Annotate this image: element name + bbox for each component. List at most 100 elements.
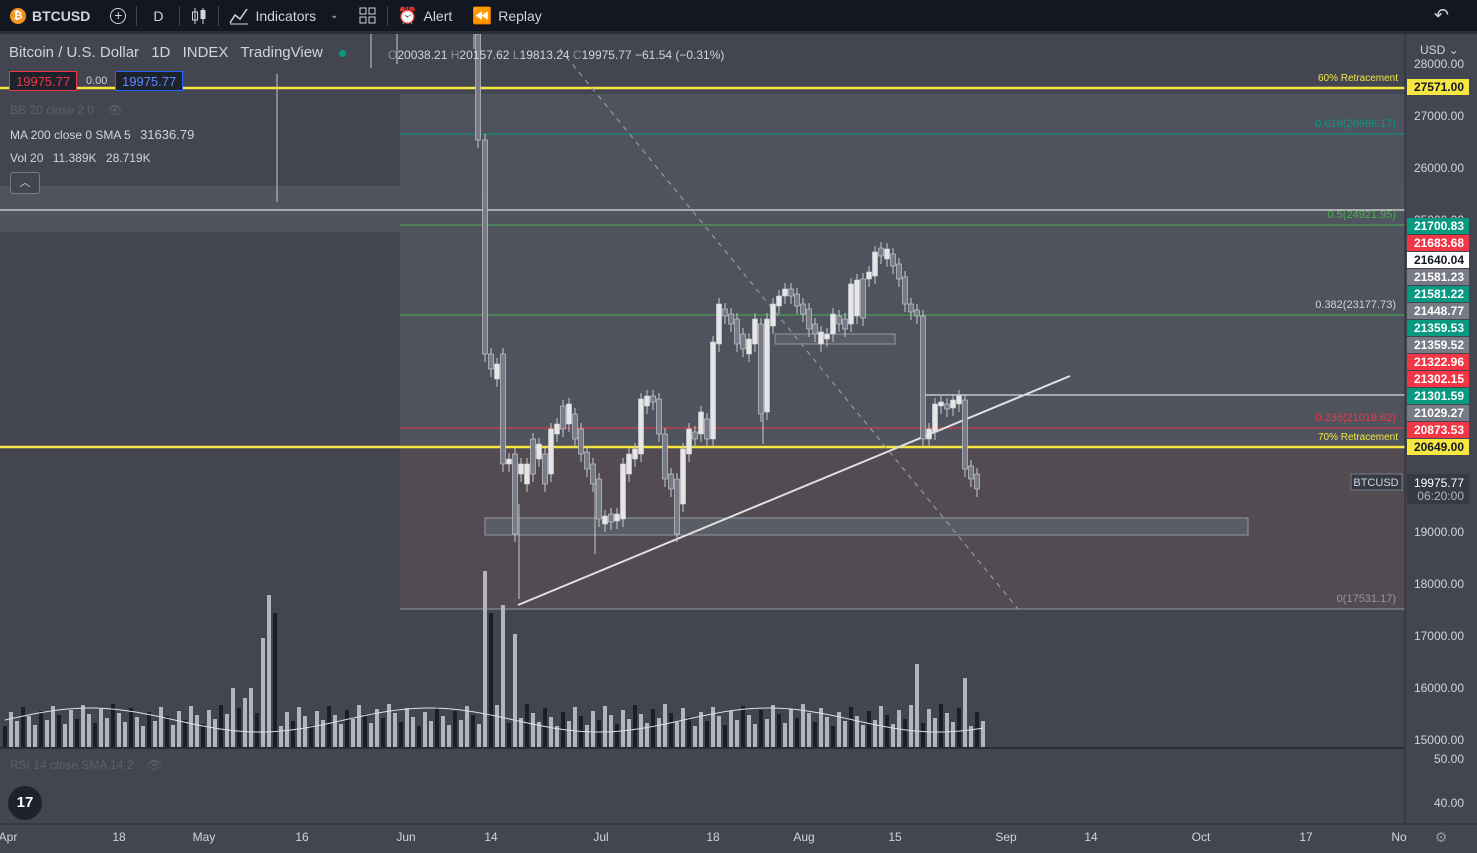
candle-body	[842, 318, 848, 330]
ma-value: 31636.79	[140, 127, 195, 142]
volume-bar	[603, 706, 607, 748]
volume-bar	[177, 711, 181, 748]
volume-bar	[807, 713, 811, 748]
sell-price-box[interactable]: 19975.77	[9, 71, 77, 91]
volume-bar	[435, 707, 439, 748]
volume-bar	[429, 721, 433, 748]
eye-hidden-icon[interactable]: 👁	[146, 758, 162, 772]
candle-body	[554, 423, 560, 435]
candle-body	[614, 513, 620, 522]
volume-bar	[357, 705, 361, 748]
volume-bar	[417, 726, 421, 748]
candle-body	[698, 411, 704, 435]
layout-button[interactable]	[349, 0, 387, 31]
volume-bar	[189, 706, 193, 748]
currency-selector[interactable]: USD ⌄	[1420, 43, 1459, 57]
top-toolbar: ₿ BTCUSD + D Indicators ⌄ ⏰ Alert ⏪ Repl…	[0, 0, 1477, 34]
time-axis-labels: Apr 18 May 16 Jun 14 Jul 18 Aug 15 Sep 14 Oct 17 No	[0, 830, 1407, 844]
time-axis[interactable]	[0, 824, 1477, 853]
rewind-icon: ⏪	[472, 7, 493, 25]
eye-hidden-icon[interactable]: 👁	[107, 103, 123, 117]
fib-05-label: 0.5(24921.95)	[1328, 209, 1397, 221]
volume-bar	[231, 688, 235, 748]
indicators-icon	[229, 8, 249, 24]
collapse-legend-button[interactable]: ︿	[10, 172, 40, 194]
volume-bar	[165, 716, 169, 748]
price-label: 21029.27	[1414, 406, 1464, 420]
rsi-indicator[interactable]: RSI 14 close SMA 14 2 👁	[10, 758, 162, 772]
fib-0382-label: 0.382(23177.73)	[1315, 299, 1396, 311]
interval-button[interactable]: D	[137, 0, 179, 31]
volume-bar	[345, 710, 349, 748]
replay-button[interactable]: ⏪ Replay	[462, 0, 552, 31]
price-label-bg	[1407, 252, 1469, 268]
volume-indicator[interactable]: Vol 20 11.389K 28.719K	[10, 151, 151, 165]
indicators-button[interactable]: Indicators ⌄	[219, 0, 348, 31]
candle-body	[800, 303, 806, 315]
volume-bar	[255, 713, 259, 748]
price-chart[interactable]: 60% Retracement 0.618(26666.17) 0.5(2492…	[0, 34, 1477, 853]
volume-bar	[309, 725, 313, 748]
volume-bar	[543, 708, 547, 748]
candle-body	[728, 313, 734, 325]
ma-indicator[interactable]: MA 200 close 0 SMA 5 31636.79	[10, 127, 194, 142]
low-value: 19813.24	[519, 48, 570, 62]
price-tick: 16000.00	[1414, 681, 1464, 695]
candle-body	[818, 331, 824, 345]
candle-body	[812, 323, 818, 335]
compare-button[interactable]: +	[100, 0, 136, 31]
volume-bar	[843, 721, 847, 748]
volume-bar	[195, 715, 199, 748]
buy-price-box[interactable]: 19975.77	[115, 71, 183, 91]
tradingview-logo-icon[interactable]: 17	[8, 786, 42, 820]
volume-bar	[801, 704, 805, 748]
toolbar-divider	[218, 5, 220, 26]
chart-type-button[interactable]	[180, 0, 218, 31]
volume-bar	[687, 717, 691, 748]
volume-bar	[111, 704, 115, 748]
time-axis-label: Jul	[593, 830, 608, 844]
replay-label: Replay	[498, 7, 542, 24]
candle-body	[680, 448, 686, 505]
candle-body	[632, 448, 638, 460]
volume-bar	[147, 712, 151, 748]
bb-indicator[interactable]: BB 20 close 2 0 👁	[10, 103, 123, 117]
volume-bar	[537, 722, 541, 748]
volume-bar	[795, 718, 799, 748]
candle-body	[620, 463, 626, 520]
time-axis-label: Apr	[0, 830, 17, 844]
candle-body	[656, 398, 662, 435]
candle-body	[734, 318, 740, 345]
highlight-band	[0, 186, 1405, 232]
volume-bar	[501, 605, 505, 748]
price-label-bg	[1407, 218, 1469, 234]
candle-body	[956, 395, 962, 405]
chevron-down-icon: ⌄	[330, 10, 339, 21]
candle-body	[914, 309, 920, 317]
settings-gear-icon[interactable]: ⚙	[1435, 829, 1448, 845]
price-label-bg	[1407, 337, 1469, 353]
volume-bar	[705, 721, 709, 748]
symbol-search[interactable]: ₿ BTCUSD	[0, 0, 100, 31]
candle-body	[692, 431, 698, 440]
symbol-tag: BTCUSD	[1353, 477, 1398, 489]
alert-button[interactable]: ⏰ Alert	[388, 0, 463, 31]
volume-bar	[861, 725, 865, 748]
downtrend-line[interactable]	[559, 48, 1019, 610]
open-label: O	[388, 48, 398, 62]
volume-bar	[771, 705, 775, 748]
volume-bars	[3, 571, 985, 748]
uptrend-line[interactable]	[517, 375, 1071, 606]
volume-bar	[75, 719, 79, 748]
price-labels: 27571.00 21700.83 21683.68 21640.04 21581.23…	[1350, 79, 1469, 504]
chart-area[interactable]: 60% Retracement 0.618(26666.17) 0.5(2492…	[0, 34, 1477, 853]
alert-label: Alert	[423, 7, 453, 24]
volume-bar	[813, 722, 817, 748]
toolbar-divider	[386, 5, 388, 26]
undo-button[interactable]: ↶	[1424, 0, 1477, 31]
symbol-label: BTCUSD	[32, 7, 91, 24]
price-label-bg	[1407, 269, 1469, 285]
symbol-name[interactable]: Bitcoin / U.S. Dollar	[9, 44, 140, 61]
volume-bar	[909, 705, 913, 748]
volume-bar	[759, 710, 763, 748]
